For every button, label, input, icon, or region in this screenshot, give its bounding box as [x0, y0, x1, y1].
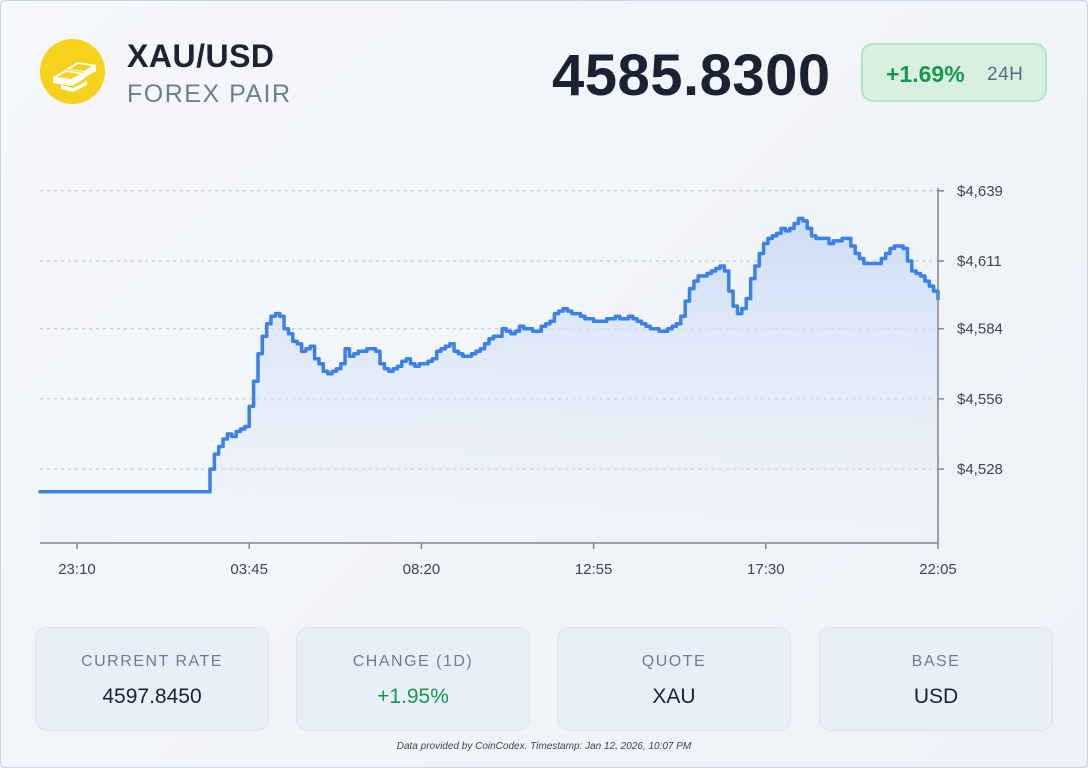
data-attribution: Data provided by CoinCodex. Timestamp: J…: [396, 741, 692, 752]
stat-card-base: BASE USD: [819, 627, 1053, 731]
price-area: [40, 218, 938, 543]
y-tick-label: $4,611: [957, 253, 1002, 270]
x-tick-label: 22:05: [919, 561, 957, 578]
stat-card-current-rate: CURRENT RATE 4597.8450: [35, 627, 269, 731]
x-tick-label: 12:55: [575, 561, 613, 578]
stat-value: +1.95%: [377, 685, 449, 708]
stat-card-quote: QUOTE XAU: [557, 627, 791, 731]
stat-value: 4597.8450: [102, 685, 202, 708]
stat-label: CURRENT RATE: [81, 653, 223, 670]
price-line: [38, 216, 940, 494]
y-tick-label: $4,556: [957, 391, 1003, 408]
stat-card-change: CHANGE (1D) +1.95%: [296, 627, 530, 731]
y-tick-label: $4,584: [957, 321, 1003, 338]
stat-value: USD: [913, 685, 959, 708]
stat-value: XAU: [652, 685, 696, 708]
y-tick-label: $4,528: [957, 461, 1003, 478]
change-percent: +1.69%: [886, 61, 965, 87]
stat-label: CHANGE (1D): [352, 653, 474, 670]
change-badge: +1.69% 24H: [861, 43, 1047, 102]
pair-name: XAU/USD: [127, 38, 275, 74]
pair-type: FOREX PAIR: [127, 80, 292, 108]
x-tick-label: 17:30: [747, 561, 785, 578]
y-tick-label: $4,639: [957, 183, 1003, 200]
x-tick-label: 23:10: [58, 561, 96, 578]
change-period: 24H: [987, 64, 1024, 85]
current-price: 4585.8300: [552, 43, 831, 108]
x-tick-label: 03:45: [230, 561, 268, 578]
gold-bars-icon: [40, 39, 105, 104]
x-tick-label: 08:20: [403, 561, 441, 578]
stat-label: QUOTE: [641, 653, 707, 670]
stat-label: BASE: [911, 653, 961, 670]
price-chart: $4,639 $4,611 $4,584 $4,556 $4,528 23:10 03:4…: [38, 183, 1003, 578]
